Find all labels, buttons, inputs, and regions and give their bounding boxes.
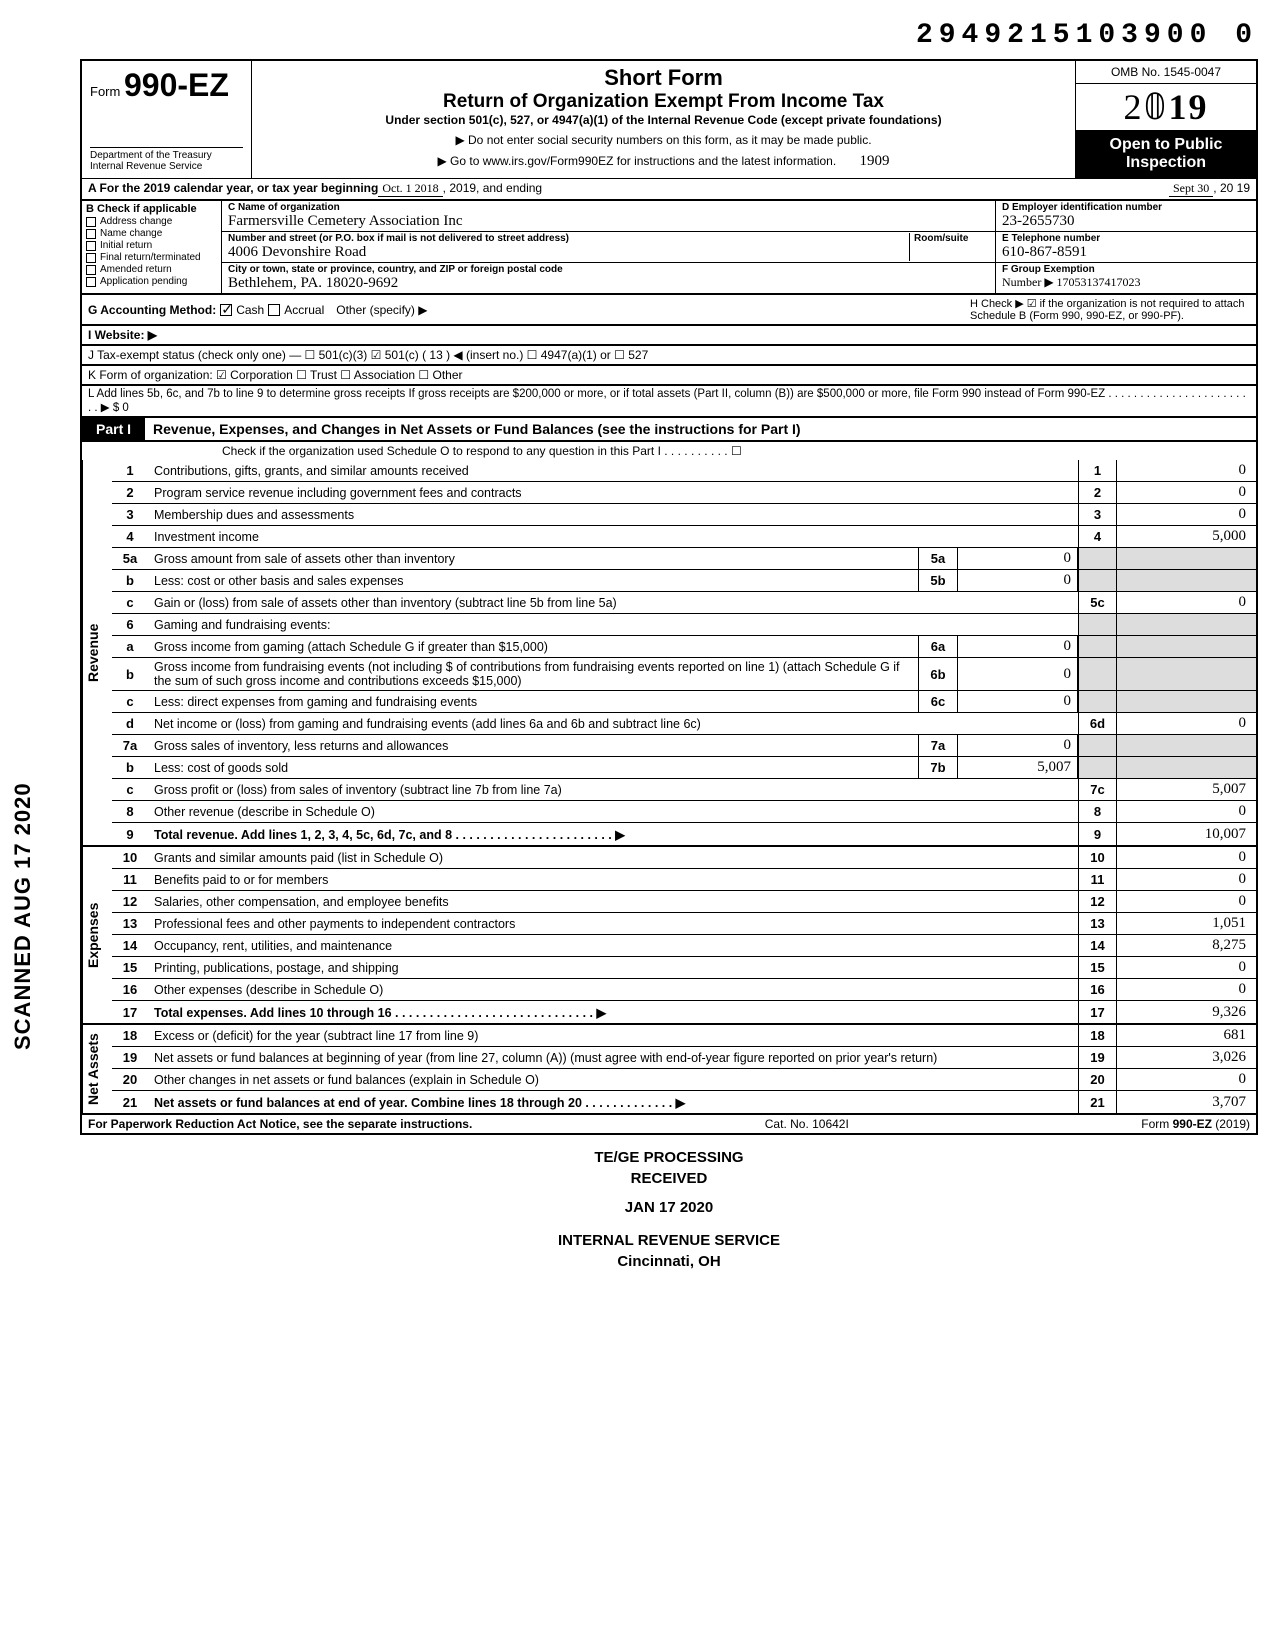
form-line: 3Membership dues and assessments30 [112,504,1256,526]
form-line: 10Grants and similar amounts paid (list … [112,847,1256,869]
form-line: cGain or (loss) from sale of assets othe… [112,592,1256,614]
scanned-stamp: SCANNED AUG 17 2020 [10,782,36,1050]
col-d-ein-tel: D Employer identification number 23-2655… [996,201,1256,293]
org-city: Bethlehem, PA. 18020-9692 [228,275,398,291]
form-line: 20Other changes in net assets or fund ba… [112,1069,1256,1091]
note-ssn: ▶ Do not enter social security numbers o… [260,133,1067,147]
form-line: dNet income or (loss) from gaming and fu… [112,713,1256,735]
row-g-accounting: G Accounting Method: Cash Accrual Other … [80,295,1258,326]
received-stamp: TE/GE PROCESSING RECEIVED JAN 17 2020 IN… [80,1147,1258,1272]
form-line: bLess: cost of goods sold7b5,007 [112,757,1256,779]
form-line: 17Total expenses. Add lines 10 through 1… [112,1001,1256,1023]
form-line: 11Benefits paid to or for members110 [112,869,1256,891]
tel-value: 610-867-8591 [1002,244,1087,260]
col-b-checkboxes: B Check if applicable Address change Nam… [82,201,222,293]
info-block: B Check if applicable Address change Nam… [80,201,1258,295]
netassets-section: Net Assets 18Excess or (deficit) for the… [80,1025,1258,1115]
dept-label: Department of the Treasury Internal Reve… [90,147,243,172]
revenue-label: Revenue [82,460,112,845]
form-number: Form 990-EZ [90,67,243,104]
hand-year: 1909 [860,153,890,169]
form-line: 9Total revenue. Add lines 1, 2, 3, 4, 5c… [112,823,1256,845]
form-line: cLess: direct expenses from gaming and f… [112,691,1256,713]
netassets-label: Net Assets [82,1025,112,1113]
group-number: Number ▶ 17053137417023 [1002,275,1141,289]
row-k-org-form: K Form of organization: ☑ Corporation ☐ … [80,366,1258,386]
row-i-website: I Website: ▶ [80,326,1258,346]
form-title-long: Return of Organization Exempt From Incom… [260,91,1067,113]
ein-value: 23-2655730 [1002,213,1075,229]
form-line: bGross income from fundraising events (n… [112,658,1256,691]
form-line: 8Other revenue (describe in Schedule O)8… [112,801,1256,823]
col-c-name-address: C Name of organization Farmersville Ceme… [222,201,996,293]
form-line: 12Salaries, other compensation, and empl… [112,891,1256,913]
form-line: 5aGross amount from sale of assets other… [112,548,1256,570]
form-subtitle: Under section 501(c), 527, or 4947(a)(1)… [260,113,1067,127]
meta-rows: G Accounting Method: Cash Accrual Other … [80,295,1258,418]
row-a-tax-year: A For the 2019 calendar year, or tax yea… [80,178,1258,201]
open-public-label: Open to Public Inspection [1076,130,1256,178]
org-address: 4006 Devonshire Road [228,244,366,260]
expenses-label: Expenses [82,847,112,1023]
form-line: 14Occupancy, rent, utilities, and mainte… [112,935,1256,957]
form-line: 18Excess or (deficit) for the year (subt… [112,1025,1256,1047]
note-url: ▶ Go to www.irs.gov/Form990EZ for instru… [260,153,1067,170]
document-id: 2949215103900 0 [80,20,1258,51]
row-l-gross-receipts: L Add lines 5b, 6c, and 7b to line 9 to … [80,386,1258,418]
form-line: cGross profit or (loss) from sales of in… [112,779,1256,801]
form-line: bLess: cost or other basis and sales exp… [112,570,1256,592]
form-line: 6Gaming and fundraising events: [112,614,1256,636]
form-line: 1Contributions, gifts, grants, and simil… [112,460,1256,482]
omb-number: OMB No. 1545-0047 [1076,61,1256,84]
footer: For Paperwork Reduction Act Notice, see … [80,1115,1258,1135]
form-line: 7aGross sales of inventory, less returns… [112,735,1256,757]
form-line: 15Printing, publications, postage, and s… [112,957,1256,979]
form-line: aGross income from gaming (attach Schedu… [112,636,1256,658]
form-title-short: Short Form [260,65,1067,91]
form-line: 13Professional fees and other payments t… [112,913,1256,935]
revenue-section: Revenue 1Contributions, gifts, grants, a… [80,460,1258,847]
org-name: Farmersville Cemetery Association Inc [228,213,463,229]
part-1-header: Part I Revenue, Expenses, and Changes in… [80,418,1258,442]
form-line: 16Other expenses (describe in Schedule O… [112,979,1256,1001]
part-1-sub: Check if the organization used Schedule … [80,442,1258,460]
form-line: 4Investment income45,000 [112,526,1256,548]
form-line: 21Net assets or fund balances at end of … [112,1091,1256,1113]
form-line: 19Net assets or fund balances at beginni… [112,1047,1256,1069]
row-j-tax-status: J Tax-exempt status (check only one) — ☐… [80,346,1258,366]
tax-year: 2𝟘19 [1076,84,1256,130]
expenses-section: Expenses 10Grants and similar amounts pa… [80,847,1258,1025]
form-line: 2Program service revenue including gover… [112,482,1256,504]
form-header: Form 990-EZ Department of the Treasury I… [80,59,1258,178]
row-h-schedule-b: H Check ▶ ☑ if the organization is not r… [970,297,1250,322]
